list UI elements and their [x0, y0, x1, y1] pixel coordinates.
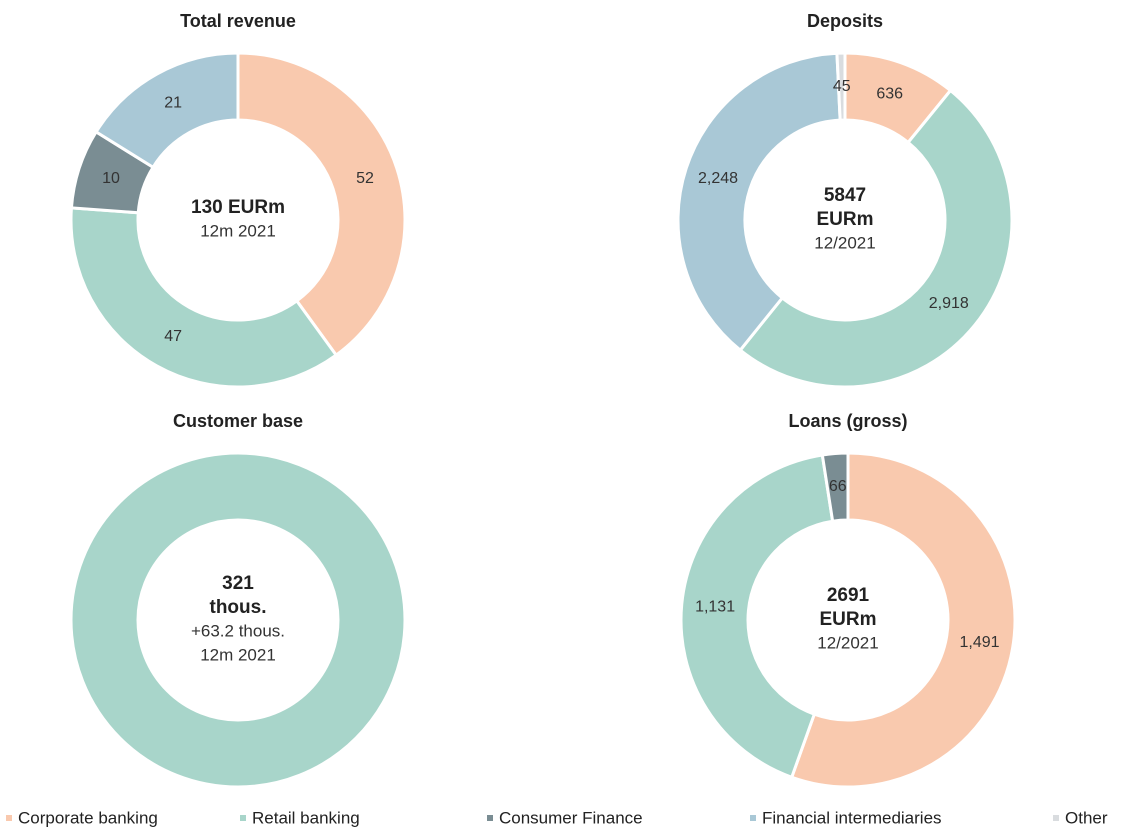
value-label: 1,131	[695, 599, 735, 616]
donut-segment	[738, 88, 1014, 389]
donut-segment	[789, 451, 1017, 789]
donut-segment	[236, 51, 407, 358]
legend-label: Consumer Finance	[499, 808, 643, 827]
center-text: 130 EURm	[191, 197, 285, 218]
chart-title: Total revenue	[180, 11, 296, 31]
value-label: 21	[164, 95, 182, 112]
chart-title: Customer base	[173, 411, 303, 431]
donut-segment	[69, 451, 407, 789]
chart-title: Loans (gross)	[788, 411, 907, 431]
center-text: 5847	[824, 185, 866, 206]
donut-segment	[676, 51, 842, 353]
center-text: 12m 2021	[200, 221, 276, 240]
value-label: 10	[102, 170, 120, 187]
donut-segment	[820, 451, 850, 523]
legend-label: Financial intermediaries	[762, 808, 942, 827]
value-label: 47	[164, 328, 182, 345]
legend-swatch	[1053, 815, 1059, 821]
value-label: 66	[829, 478, 847, 495]
center-text: thous.	[210, 597, 267, 618]
center-text: 12m 2021	[200, 645, 276, 664]
center-text: 12/2021	[814, 233, 875, 252]
legend-swatch	[750, 815, 756, 821]
legend-label: Corporate banking	[18, 808, 158, 827]
donut-segment	[835, 51, 847, 122]
value-label: 1,491	[960, 634, 1000, 651]
donut-segment	[679, 453, 835, 780]
center-text: EURm	[819, 609, 876, 630]
legend-label: Retail banking	[252, 808, 360, 827]
legend-label: Other	[1065, 808, 1108, 827]
center-text: +63.2 thous.	[191, 621, 285, 640]
legend-swatch	[240, 815, 246, 821]
center-text: 12/2021	[817, 633, 878, 652]
legend-swatch	[487, 815, 493, 821]
value-label: 45	[833, 78, 851, 95]
center-text: EURm	[816, 209, 873, 230]
value-label: 52	[356, 170, 374, 187]
value-label: 2,918	[929, 295, 969, 312]
donut-segment	[94, 51, 240, 170]
center-text: 321	[222, 573, 254, 594]
legend-swatch	[6, 815, 12, 821]
chart-title: Deposits	[807, 11, 883, 31]
donut-segment	[69, 206, 339, 389]
value-label: 636	[876, 85, 903, 102]
center-text: 2691	[827, 585, 870, 606]
value-label: 2,248	[698, 170, 738, 187]
